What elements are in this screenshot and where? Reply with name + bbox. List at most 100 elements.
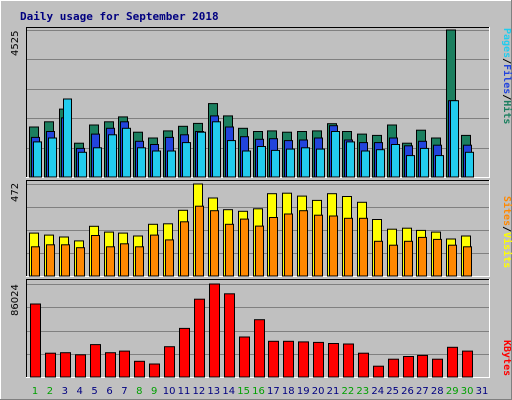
x-axis-day-labels: 1 2 3 4 5 6 7 8 9 10 11 12 13 14 15 16 17 18 19 20 21 22 23 24 2… — [32, 386, 489, 397]
day-label: 29 — [446, 386, 459, 397]
pages-bar — [301, 147, 310, 178]
sites-bar — [463, 246, 472, 277]
kbytes-bar — [254, 319, 265, 378]
day-label: 25 — [386, 386, 399, 397]
bar-group — [29, 183, 472, 277]
pages-bar — [63, 98, 72, 178]
day-label: 2 — [47, 386, 53, 397]
kbytes-bar — [119, 350, 130, 378]
kbytes-bar — [224, 293, 235, 378]
y-max-label: 472 — [10, 183, 21, 202]
day-label: 22 — [342, 386, 355, 397]
kbytes-bar — [194, 298, 205, 378]
pages-bar — [212, 121, 221, 178]
visits-sites-panel: 472 Sites/Visits — [10, 180, 512, 277]
sites-bar — [448, 244, 457, 277]
sites-bar — [240, 218, 249, 277]
sites-bar — [329, 215, 338, 277]
kbytes-bar — [403, 356, 414, 378]
day-label: 24 — [371, 386, 384, 397]
sites-bar — [31, 246, 40, 277]
day-label: 17 — [267, 386, 280, 397]
pages-bar — [152, 150, 161, 178]
pages-bar — [331, 131, 340, 178]
legend-entry: Files — [501, 64, 512, 94]
hits-files-pages-panel: 4525 Pages/Files/Hits — [10, 27, 512, 178]
sites-bar — [299, 210, 308, 277]
sites-bar — [389, 244, 398, 277]
day-label: 27 — [416, 386, 429, 397]
legend-label: Pages/Files/Hits — [501, 28, 512, 124]
pages-bar — [78, 151, 87, 178]
sites-bar — [404, 240, 413, 277]
pages-bar — [167, 150, 176, 178]
sites-bar — [314, 214, 323, 277]
day-label: 16 — [252, 386, 265, 397]
legend-entry: / — [501, 94, 512, 100]
kbytes-bar — [164, 346, 175, 378]
pages-bar — [33, 141, 42, 178]
kbytes-bar — [313, 341, 324, 378]
kbytes-panel: 86024 KBytes — [10, 279, 512, 378]
day-label: 10 — [163, 386, 176, 397]
pages-bar — [227, 140, 236, 178]
y-max-label: 86024 — [10, 284, 21, 316]
kbytes-bar — [209, 283, 220, 378]
pages-bar — [420, 147, 429, 178]
pages-bar — [182, 142, 191, 178]
sites-bar — [135, 246, 144, 277]
chart-title: Daily usage for September 2018 — [20, 10, 219, 23]
pages-bar — [316, 148, 325, 178]
day-label: 14 — [222, 386, 235, 397]
day-label: 5 — [91, 386, 97, 397]
day-label: 13 — [207, 386, 220, 397]
pages-bar — [137, 147, 146, 178]
kbytes-bar — [283, 340, 294, 378]
day-label: 21 — [327, 386, 340, 397]
pages-bar — [391, 144, 400, 178]
day-label: 11 — [178, 386, 191, 397]
kbytes-bar — [268, 340, 279, 378]
bar-group — [30, 283, 473, 378]
kbytes-bar — [417, 354, 428, 378]
pages-bar — [406, 155, 415, 178]
kbytes-bar — [373, 365, 384, 378]
sites-bar — [284, 213, 293, 277]
sites-bar — [120, 243, 129, 277]
kbytes-bar — [328, 343, 339, 378]
kbytes-bar — [75, 354, 86, 378]
pages-bar — [361, 150, 370, 178]
kbytes-bar — [343, 343, 354, 378]
kbytes-bar — [432, 358, 443, 378]
legend: KBytes — [501, 340, 512, 376]
kbytes-bar — [447, 346, 458, 378]
pages-bar — [271, 149, 280, 178]
legend-entry: Pages — [501, 28, 512, 58]
pages-bar — [242, 150, 251, 178]
pages-bar — [435, 155, 444, 178]
kbytes-bar — [105, 352, 116, 378]
day-label: 31 — [476, 386, 489, 397]
day-label: 7 — [121, 386, 127, 397]
sites-bar — [150, 234, 159, 277]
kbytes-bar — [90, 344, 101, 378]
day-label: 1 — [32, 386, 38, 397]
day-label: 30 — [461, 386, 474, 397]
legend-entry: Sites — [501, 196, 512, 226]
kbytes-bar — [60, 352, 71, 378]
legend-entry: / — [501, 226, 512, 232]
pages-bar — [122, 127, 131, 178]
day-label: 15 — [237, 386, 250, 397]
pages-bar — [450, 100, 459, 178]
sites-bar — [195, 205, 204, 277]
legend-entry: Hits — [501, 100, 512, 124]
kbytes-bar — [388, 358, 399, 378]
y-max-label: 4525 — [10, 31, 21, 56]
sites-bar — [344, 217, 353, 277]
kbytes-bar — [149, 363, 160, 378]
kbytes-bar — [239, 336, 250, 378]
pages-bar — [346, 141, 355, 178]
sites-bar — [225, 223, 234, 277]
pages-bar — [286, 148, 295, 178]
